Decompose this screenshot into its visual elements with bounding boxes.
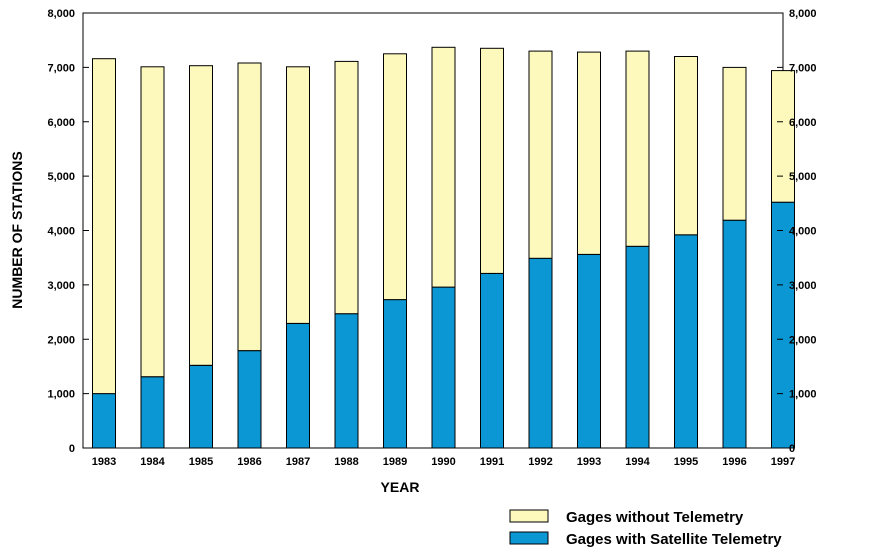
right-tick-label: 6,000 (789, 117, 817, 129)
bar-without-telemetry (334, 60, 359, 315)
bar-without-telemetry (771, 70, 795, 203)
right-tick-label: 0 (789, 443, 795, 455)
left-tick-label: 3,000 (47, 280, 75, 292)
bar-with-telemetry (189, 364, 213, 449)
bar-with-telemetry (286, 323, 310, 449)
left-tick-label: 2,000 (47, 334, 75, 346)
bar-without-telemetry (189, 65, 213, 366)
bar-without-telemetry (140, 66, 165, 378)
right-tick-label: 5,000 (789, 171, 817, 183)
left-tick-label: 1,000 (47, 389, 75, 401)
x-axis-title: YEAR (381, 479, 420, 495)
bar-without-telemetry (722, 66, 747, 221)
left-tick-label: 8,000 (47, 8, 75, 20)
bar-with-telemetry (92, 393, 116, 449)
bar-with-telemetry (383, 299, 407, 449)
right-tick-label: 8,000 (789, 8, 817, 20)
left-tick-label: 4,000 (47, 226, 75, 238)
legend: Gages without Telemetry Gages with Satell… (509, 509, 782, 548)
x-tick-label: 1985 (189, 456, 213, 468)
x-axis: 1983 1984 1985 1986 1987 1988 1989 1990 1991 1992… (92, 456, 795, 468)
right-tick-label: 2,000 (789, 334, 817, 346)
bar-with-telemetry (722, 219, 747, 449)
bar-with-telemetry (431, 286, 456, 449)
bar-without-telemetry (577, 51, 601, 255)
x-tick-label: 1990 (431, 456, 455, 468)
bar-without-telemetry (431, 46, 456, 288)
x-tick-label: 1994 (625, 456, 650, 468)
right-axis: 0 1,000 2,000 3,000 4,000 5,000 6,000 7,000 8,00… (777, 8, 817, 455)
x-tick-label: 1991 (480, 456, 504, 468)
legend-swatch (509, 531, 549, 545)
left-tick-label: 6,000 (47, 117, 75, 129)
legend-swatch (509, 509, 549, 523)
x-tick-label: 1992 (528, 456, 552, 468)
left-tick-label: 0 (69, 443, 75, 455)
x-tick-label: 1986 (237, 456, 261, 468)
x-tick-label: 1989 (383, 456, 407, 468)
right-tick-label: 7,000 (789, 62, 817, 74)
bar-without-telemetry (383, 53, 407, 301)
bar-without-telemetry (92, 58, 116, 395)
x-tick-label: 1996 (722, 456, 746, 468)
bar-without-telemetry (286, 66, 310, 324)
x-tick-label: 1984 (140, 456, 165, 468)
x-tick-label: 1995 (674, 456, 698, 468)
left-tick-label: 5,000 (47, 171, 75, 183)
bar-with-telemetry (334, 313, 359, 449)
bar-with-telemetry (625, 245, 650, 449)
bars-group (92, 46, 795, 449)
x-tick-label: 1993 (577, 456, 601, 468)
x-tick-label: 1988 (334, 456, 358, 468)
y-axis-title: NUMBER OF STATIONS (9, 151, 25, 308)
legend-label: Gages with Satellite Telemetry (566, 531, 782, 548)
x-tick-label: 1983 (92, 456, 116, 468)
bar-with-telemetry (674, 234, 698, 449)
bar-without-telemetry (480, 47, 504, 274)
bar-without-telemetry (528, 50, 553, 259)
left-axis: 0 1,000 2,000 3,000 4,000 5,000 6,000 7,000 8,00… (47, 8, 89, 455)
right-tick-label: 1,000 (789, 389, 817, 401)
bar-with-telemetry (771, 201, 795, 449)
bar-without-telemetry (237, 62, 262, 352)
right-tick-label: 4,000 (789, 226, 817, 238)
x-tick-label: 1997 (771, 456, 795, 468)
left-tick-label: 7,000 (47, 62, 75, 74)
bar-with-telemetry (528, 257, 553, 449)
bar-with-telemetry (480, 273, 504, 449)
x-tick-label: 1987 (286, 456, 310, 468)
bar-with-telemetry (140, 376, 165, 449)
bar-without-telemetry (674, 56, 698, 236)
legend-label: Gages without Telemetry (566, 509, 744, 526)
bar-with-telemetry (237, 350, 262, 449)
right-tick-label: 3,000 (789, 280, 817, 292)
bar-with-telemetry (577, 253, 601, 449)
bar-without-telemetry (625, 50, 650, 247)
